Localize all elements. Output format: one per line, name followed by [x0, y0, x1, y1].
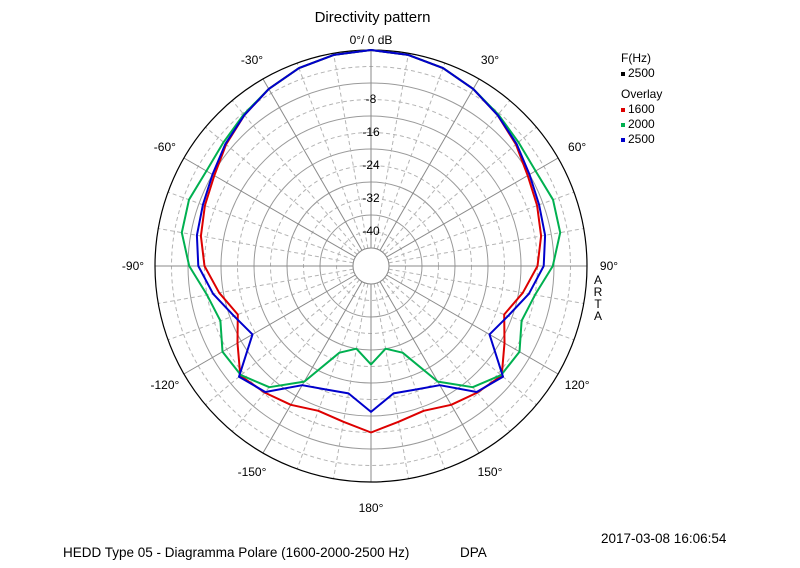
angle-tick-label: 180°: [359, 501, 384, 515]
grid-spoke-minor: [296, 62, 366, 250]
angle-tick-label: -150°: [238, 465, 267, 479]
angle-tick-label: -90°: [122, 259, 144, 273]
grid-spoke-major: [386, 157, 559, 258]
grid-spoke-minor: [388, 268, 584, 305]
series-line-2500: [195, 49, 547, 413]
radial-tick-label: -32: [362, 191, 380, 205]
arta-letter: A: [593, 273, 602, 287]
grid-spoke-minor: [382, 100, 511, 253]
legend-item-label: 1600: [628, 102, 655, 116]
legend-swatch: [621, 71, 625, 76]
chart-title: Directivity pattern: [314, 9, 431, 26]
angle-tick-label: 150°: [478, 465, 503, 479]
grid-spoke-minor: [387, 271, 575, 341]
legend-item: 2000: [621, 117, 662, 132]
angle-tick-label: 30°: [481, 53, 499, 67]
arta-letter: R: [593, 285, 603, 299]
grid-spoke-minor: [332, 53, 369, 249]
angle-tick-label: -60°: [154, 140, 176, 154]
angle-tick-label: 60°: [568, 140, 586, 154]
legend-item: 1600: [621, 102, 662, 117]
grid-spoke-minor: [332, 283, 369, 479]
arta-letter: T: [594, 297, 602, 311]
grid-spoke-minor: [205, 277, 358, 406]
grid-spoke-major: [183, 274, 356, 375]
grid-spoke-minor: [167, 191, 355, 261]
legend-overlay-header: Overlay: [621, 87, 663, 101]
grid-spoke-minor: [158, 268, 354, 305]
angle-tick-label: -30°: [241, 53, 263, 67]
radial-tick-label: 0°/ 0 dB: [350, 33, 393, 47]
arta-watermark: A R T A: [593, 274, 603, 322]
legend: F(Hz) 2500 Overlay 1600 2000 2500: [621, 51, 662, 147]
footer-brand: DPA: [460, 545, 487, 560]
axis-labels: 0°/ 0 dB -8 -16 -24 -32 -40 30° 60° 90° 120° 150° 1…: [122, 33, 618, 515]
grid-spoke-minor: [205, 126, 358, 255]
timestamp: 2017-03-08 16:06:54: [601, 531, 727, 546]
grid-spoke-minor: [296, 282, 366, 470]
legend-swatch: [621, 122, 625, 127]
grid-spoke-minor: [382, 279, 511, 432]
grid-spoke-major: [379, 78, 480, 251]
legend-item: 2500: [621, 132, 662, 147]
radial-tick-label: -16: [362, 125, 380, 139]
grid-spoke-minor: [231, 279, 360, 432]
grid-spoke-minor: [167, 271, 355, 341]
polar-grid: [154, 49, 588, 483]
legend-item-label: 2000: [628, 117, 655, 131]
legend-overlay-list: 1600 2000 2500: [621, 102, 662, 147]
inner-circle: [352, 247, 390, 285]
grid-spoke-minor: [158, 227, 354, 264]
grid-spoke-minor: [373, 283, 410, 479]
footer-description: HEDD Type 05 - Diagramma Polare (1600-20…: [63, 545, 410, 560]
legend-item-label: 2500: [628, 132, 655, 146]
grid-spoke-minor: [231, 100, 360, 253]
grid-spoke-major: [183, 157, 356, 258]
grid-spoke-minor: [373, 53, 410, 249]
angle-tick-label: 90°: [600, 259, 618, 273]
legend-frequency-row: 2500: [621, 66, 662, 81]
legend-swatch: [621, 137, 625, 142]
grid-spoke-minor: [388, 227, 584, 264]
grid-spoke-major: [262, 78, 363, 251]
grid-spoke-minor: [387, 191, 575, 261]
grid-spoke-minor: [384, 126, 537, 255]
legend-frequency-value: 2500: [628, 66, 655, 80]
angle-tick-label: -120°: [150, 378, 179, 392]
grid-spoke-major: [386, 274, 559, 375]
legend-frequency-header: F(Hz): [621, 51, 651, 65]
legend-swatch: [621, 107, 625, 112]
radial-tick-label: -24: [362, 158, 380, 172]
grid-spoke-minor: [376, 62, 446, 250]
angle-tick-label: 120°: [565, 378, 590, 392]
arta-letter: A: [593, 309, 602, 323]
radial-tick-label: -40: [362, 224, 380, 238]
grid-spoke-minor: [376, 282, 446, 470]
radial-tick-label: -8: [366, 92, 377, 106]
grid-spoke-major: [262, 281, 363, 454]
grid-spoke-minor: [384, 277, 537, 406]
grid-spoke-major: [379, 281, 480, 454]
series-layer: [180, 49, 562, 434]
